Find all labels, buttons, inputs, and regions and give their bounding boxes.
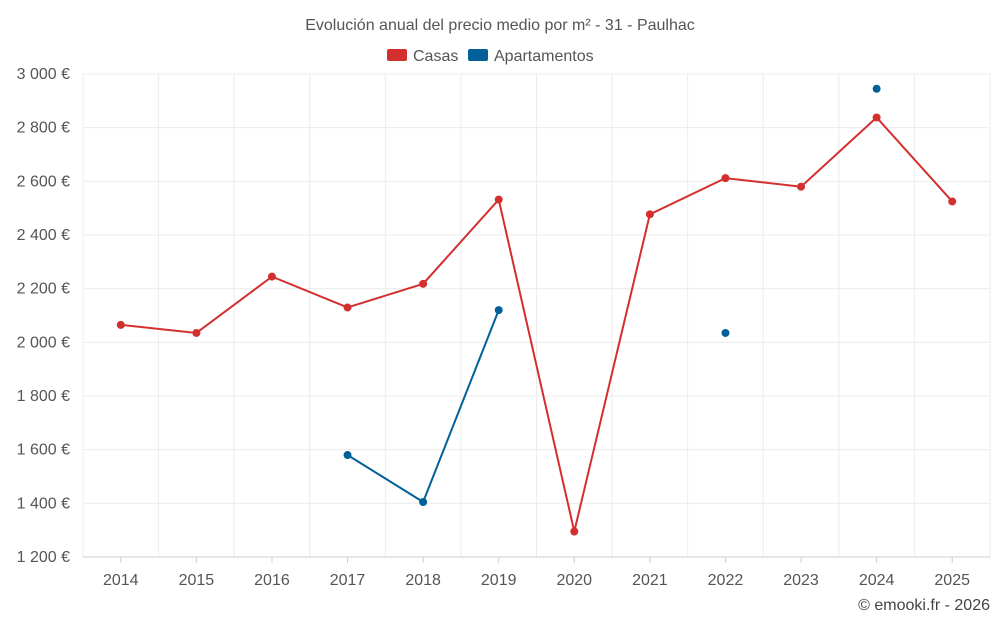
credit-text: © emooki.fr - 2026	[858, 597, 990, 614]
x-tick-label: 2017	[330, 572, 366, 589]
x-tick-label: 2022	[708, 572, 744, 589]
y-axis: 1 200 € 1 400 € 1 600 € 1 800 € 2 000 € 2 200…	[17, 66, 70, 566]
y-tick-label: 2 200 €	[17, 281, 70, 298]
x-tick-label: 2018	[405, 572, 441, 589]
y-tick-label: 2 600 €	[17, 173, 70, 190]
legend: Casas Apartamentos	[387, 48, 594, 65]
data-point-apartamentos	[872, 84, 881, 93]
data-point-apartamentos	[343, 451, 352, 460]
y-tick-label: 1 400 €	[17, 495, 70, 512]
x-tick-label: 2025	[934, 572, 970, 589]
data-point-casas	[116, 320, 125, 329]
x-tick-label: 2016	[254, 572, 290, 589]
data-point-casas	[343, 303, 352, 312]
x-axis: 2014 2015 2016 2017 2018 2019 2020 2021 2022 2023…	[83, 556, 990, 589]
data-point-casas	[797, 182, 806, 191]
legend-label-apartamentos: Apartamentos	[494, 48, 594, 65]
data-point-apartamentos	[419, 497, 428, 506]
x-tick-label: 2021	[632, 572, 668, 589]
series-layer	[116, 84, 957, 536]
data-point-apartamentos	[494, 306, 503, 315]
data-point-apartamentos	[721, 328, 730, 337]
x-tick-label: 2014	[103, 572, 139, 589]
y-tick-label: 2 800 €	[17, 120, 70, 137]
grid-lines	[82, 73, 991, 557]
data-point-casas	[267, 272, 276, 281]
data-point-casas	[872, 113, 881, 122]
x-tick-label: 2015	[179, 572, 215, 589]
y-tick-label: 1 800 €	[17, 388, 70, 405]
data-point-casas	[419, 279, 428, 288]
series-line-casas	[120, 116, 953, 532]
x-tick-label: 2020	[556, 572, 592, 589]
y-tick-label: 3 000 €	[17, 66, 70, 83]
data-point-casas	[721, 174, 730, 183]
series-line-apartamentos	[347, 309, 500, 504]
x-tick-label: 2019	[481, 572, 517, 589]
y-tick-label: 1 200 €	[17, 549, 70, 566]
x-tick-label: 2024	[859, 572, 895, 589]
data-point-casas	[494, 195, 503, 204]
data-point-casas	[645, 210, 654, 219]
chart-title: Evolución anual del precio medio por m² …	[305, 17, 695, 34]
data-point-casas	[948, 197, 957, 206]
data-point-casas	[192, 328, 201, 337]
y-tick-label: 1 600 €	[17, 442, 70, 459]
y-tick-label: 2 400 €	[17, 227, 70, 244]
y-tick-label: 2 000 €	[17, 334, 70, 351]
legend-label-casas: Casas	[413, 48, 458, 65]
x-tick-label: 2023	[783, 572, 819, 589]
legend-swatch-apartamentos	[468, 49, 488, 61]
data-point-casas	[570, 527, 579, 536]
legend-swatch-casas	[387, 49, 407, 61]
